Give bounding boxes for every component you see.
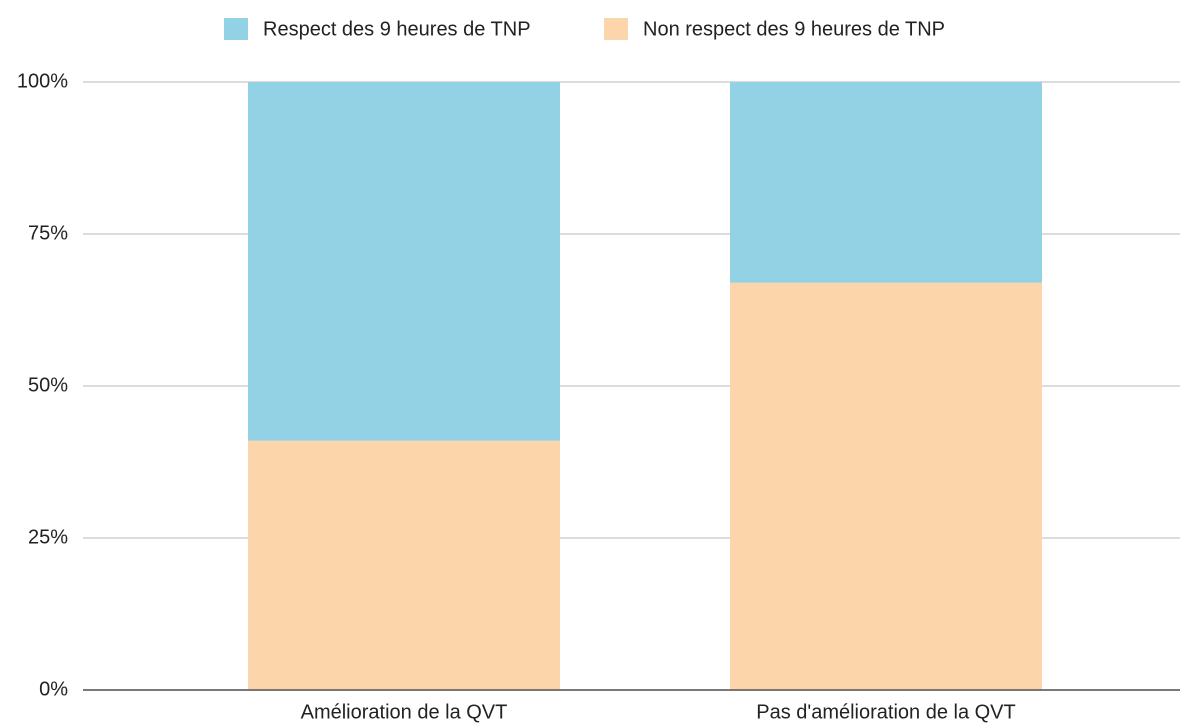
y-tick-label: 75% — [28, 222, 68, 244]
x-tick-label: Amélioration de la QVT — [301, 701, 508, 723]
bar-segment — [730, 282, 1042, 690]
y-tick-label: 50% — [28, 374, 68, 396]
bar-segment — [730, 82, 1042, 283]
y-tick-label: 100% — [17, 70, 68, 92]
bar-segment — [248, 440, 560, 690]
y-tick-label: 0% — [39, 678, 68, 700]
legend-label: Non respect des 9 heures de TNP — [643, 18, 945, 40]
y-tick-label: 25% — [28, 526, 68, 548]
x-tick-label: Pas d'amélioration de la QVT — [756, 701, 1016, 723]
legend-swatch — [224, 18, 248, 40]
legend-swatch — [604, 18, 628, 40]
legend-label: Respect des 9 heures de TNP — [263, 18, 531, 40]
bar-segment — [248, 82, 560, 441]
